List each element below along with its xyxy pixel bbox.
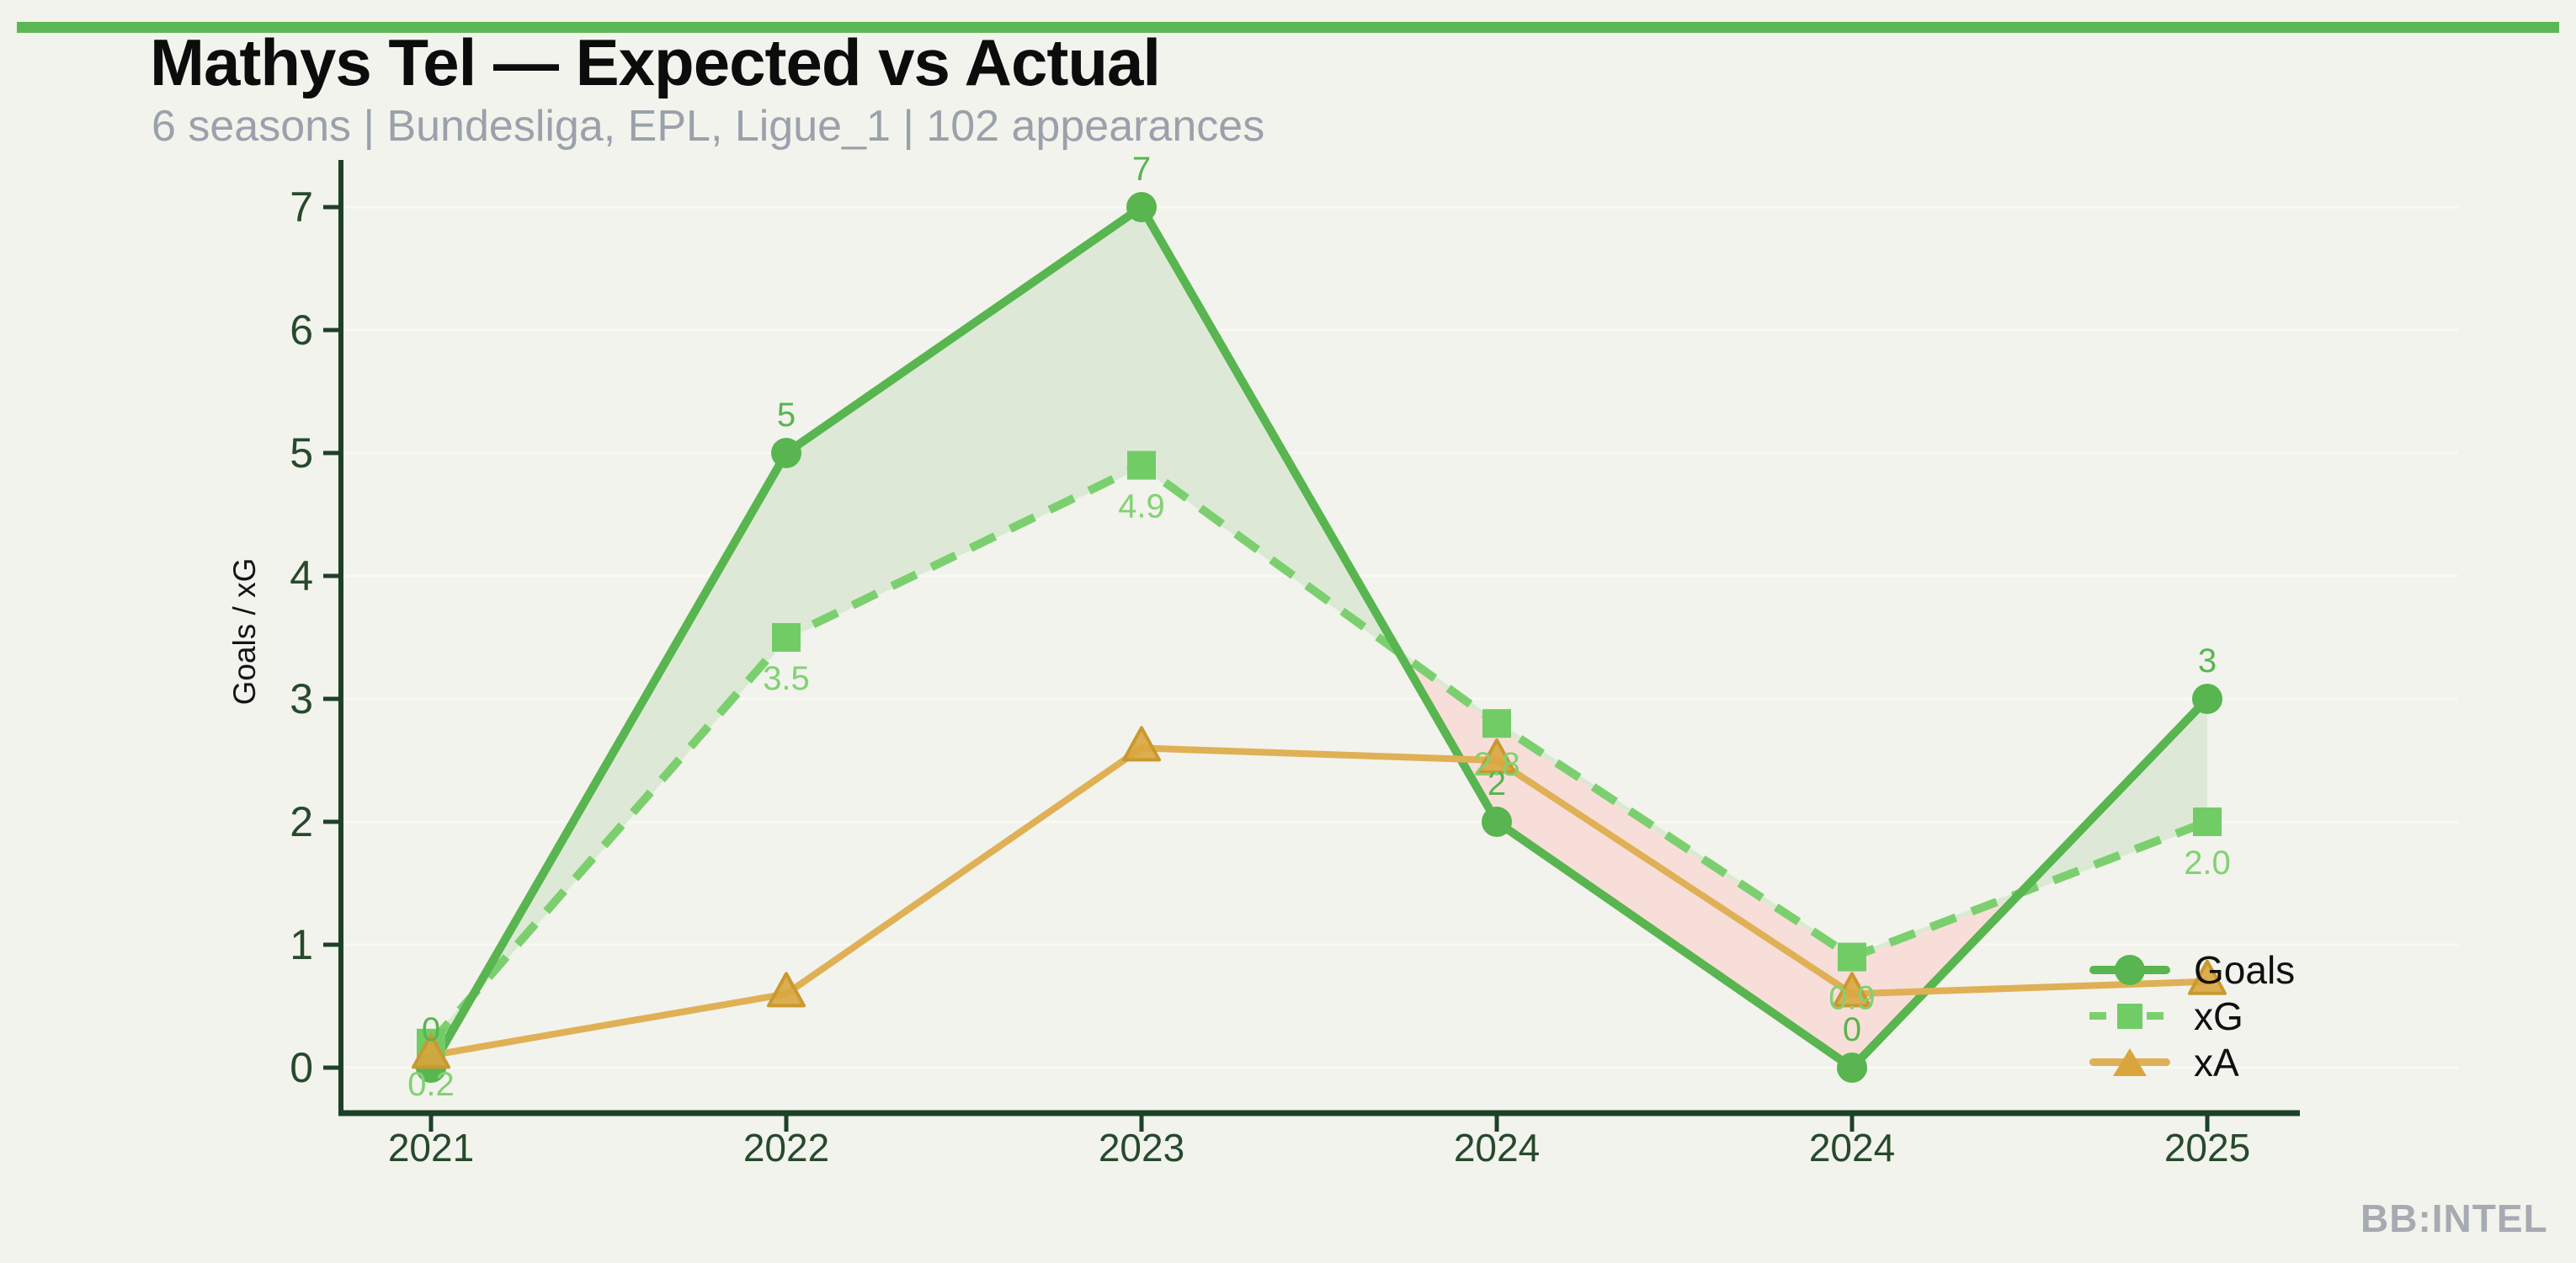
y-tick-label-2: 2 — [290, 798, 313, 845]
goals-circle-marker-2023 — [1126, 192, 1157, 222]
xa-triangle-marker-2024 — [1833, 972, 1871, 1008]
legend: Goals xG xA — [2089, 946, 2295, 1085]
xg-line-swatch — [2089, 998, 2170, 1035]
circle-marker-icon — [2115, 954, 2145, 985]
series-xa-line — [430, 744, 2208, 1059]
goals-line-swatch — [2089, 951, 2170, 989]
xg-value-label-2022: 3.5 — [763, 660, 810, 697]
y-tick-label-3: 3 — [290, 675, 313, 722]
y-tick-label-7: 7 — [290, 184, 313, 231]
y-tick-label-4: 4 — [290, 552, 313, 600]
xg-square-marker-2024 — [1838, 942, 1866, 972]
xg-square-marker-2024 — [1482, 709, 1511, 738]
y-tick-label-5: 5 — [290, 429, 313, 477]
x-tick-label-5: 2025 — [2164, 1126, 2250, 1170]
xa-triangle-marker-2025 — [2188, 959, 2227, 995]
goals-value-label-2024: 0 — [1843, 1011, 1861, 1048]
xa-line-swatch — [2089, 1044, 2170, 1081]
xa-triangle-marker-2021 — [412, 1033, 450, 1069]
fill-region-overperformance-1 — [472, 207, 1399, 996]
legend-item-xa: xA — [2089, 1039, 2295, 1085]
goals-value-label-2024: 2 — [1488, 765, 1506, 802]
xg-value-label-2024: 0.9 — [1828, 980, 1876, 1017]
xg-value-label-2021: 0.2 — [407, 1066, 455, 1103]
y-tick-label-6: 6 — [290, 306, 313, 354]
goals-value-label-2023: 7 — [1132, 151, 1151, 188]
triangle-marker-icon — [2113, 1047, 2147, 1076]
y-axis-title: Goals / xG — [227, 558, 262, 706]
legend-label-xg: xG — [2194, 994, 2243, 1038]
goals-circle-marker-2025 — [2192, 684, 2222, 714]
y-tick-label-0: 0 — [290, 1044, 313, 1091]
goals-value-label-2022: 5 — [777, 397, 796, 434]
goals-circle-marker-2024 — [1837, 1052, 1867, 1083]
square-marker-icon — [2117, 1003, 2142, 1029]
brand-watermark: BB:INTEL — [2360, 1196, 2548, 1240]
xg-value-label-2023: 4.9 — [1118, 488, 1165, 525]
goals-circle-marker-2022 — [771, 438, 801, 468]
goals-circle-marker-2024 — [1482, 807, 1512, 837]
x-tick-label-3: 2024 — [1454, 1126, 1540, 1170]
top-accent-bar — [17, 22, 2559, 33]
chart-header: Mathys Tel — Expected vs Actual 6 season… — [150, 25, 1265, 152]
xg-value-label-2025: 2.0 — [2184, 845, 2231, 882]
legend-item-goals: Goals — [2089, 946, 2295, 993]
xg-value-label-2024: 2.8 — [1473, 746, 1520, 783]
y-tick-label-1: 1 — [290, 921, 313, 968]
xa-triangle-marker-2022 — [767, 972, 806, 1008]
x-tick-label-4: 2024 — [1809, 1126, 1895, 1170]
xg-square-marker-2023 — [1127, 450, 1156, 480]
series-goals-line — [427, 203, 2211, 1072]
xa-triangle-marker-2023 — [1122, 726, 1161, 762]
legend-label-xa: xA — [2194, 1040, 2239, 1084]
x-tick-label-0: 2021 — [388, 1126, 474, 1170]
x-tick-label-2: 2023 — [1099, 1126, 1184, 1170]
series-xg-line — [428, 461, 2209, 1047]
legend-item-xg: xG — [2089, 993, 2295, 1039]
goals-value-label-2021: 0 — [422, 1011, 440, 1048]
xg-square-marker-2025 — [2193, 807, 2222, 836]
page-subtitle: 6 seasons | Bundesliga, EPL, Ligue_1 | 1… — [152, 101, 1265, 151]
legend-label-goals: Goals — [2194, 947, 2296, 992]
x-tick-label-1: 2022 — [743, 1126, 829, 1170]
xg-square-marker-2022 — [772, 623, 801, 652]
goals-value-label-2025: 3 — [2198, 642, 2217, 679]
xa-triangle-marker-2024 — [1477, 738, 1516, 774]
page-title: Mathys Tel — Expected vs Actual — [150, 25, 1161, 99]
